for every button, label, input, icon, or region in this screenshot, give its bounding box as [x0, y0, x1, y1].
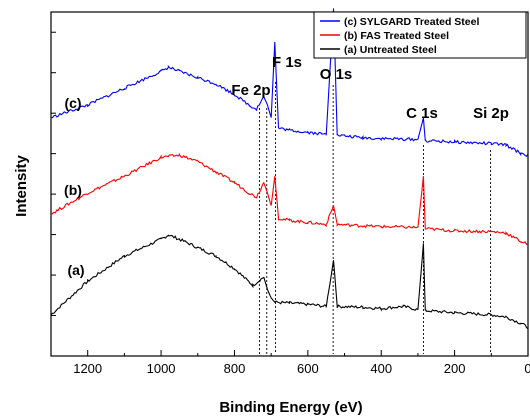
- plot-area: [50, 11, 529, 357]
- x-axis-title: Binding Energy (eV): [219, 399, 362, 416]
- legend-box: [313, 11, 527, 59]
- peak-label: F 1s: [272, 54, 302, 71]
- peak-label: Fe 2p: [231, 82, 270, 99]
- series-line: [50, 234, 529, 330]
- series-line: [50, 152, 529, 246]
- peak-guide-lines: [258, 82, 492, 354]
- series-curves: [50, 8, 529, 330]
- curve-labels: (c) (b) (a): [64, 95, 85, 278]
- legend-entry: (b) FAS Treated Steel: [344, 30, 449, 42]
- x-tick-label: 1000: [147, 361, 176, 376]
- peak-label: C 1s: [406, 105, 438, 122]
- curve-label: (b): [64, 182, 82, 198]
- x-tick-label: 1200: [73, 361, 102, 376]
- axis-ticks: 1200 1000 800 600 400 200 0: [50, 31, 530, 376]
- curve-label: (c): [64, 95, 81, 111]
- peak-label: Si 2p: [473, 105, 509, 122]
- x-tick-label: 800: [224, 361, 246, 376]
- x-tick-label: 200: [444, 361, 466, 376]
- x-tick-label: 400: [370, 361, 392, 376]
- series-line: [50, 8, 529, 158]
- x-tick-label: 0: [524, 361, 530, 376]
- legend-entry: (c) SYLGARD Treated Steel: [344, 16, 479, 28]
- curve-label: (a): [67, 262, 84, 278]
- peak-labels: Fe 2pF 1s O 1s C 1s Si 2p: [231, 54, 509, 122]
- peak-label: O 1s: [320, 66, 353, 83]
- plot-frame: [50, 11, 529, 357]
- legend-entry: (a) Untreated Steel: [344, 44, 437, 56]
- y-axis-title: Intensity: [13, 155, 30, 217]
- legend: (c) SYLGARD Treated Steel (b) FAS Treated…: [313, 11, 527, 59]
- x-tick-label: 600: [297, 361, 319, 376]
